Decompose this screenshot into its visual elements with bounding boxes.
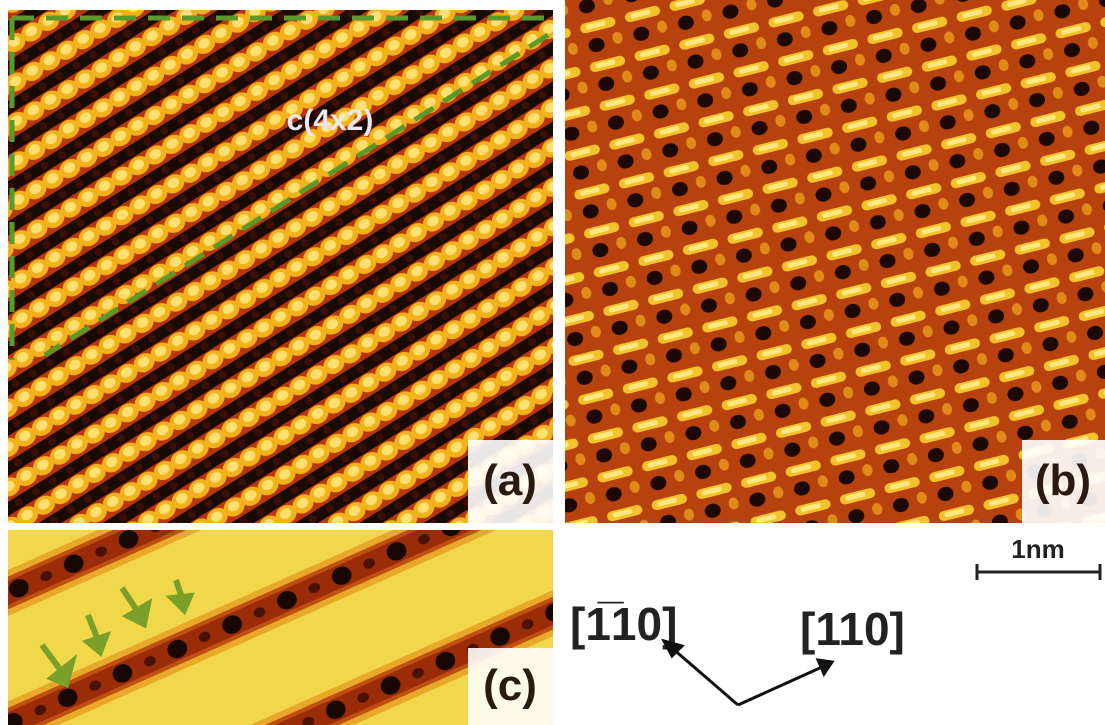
direction-label: [1̅10] (570, 598, 677, 650)
panel-label: (c) (483, 661, 537, 710)
direction-label: [110] (800, 603, 905, 655)
panel-label: (b) (1035, 456, 1091, 505)
page: {"figure": { "annotation": "c(4x2)", "pa… (0, 0, 1105, 725)
annotation: c(4x2) (287, 104, 374, 137)
figure: c(4x2) (a) (b) (c) 1nm [1̅10] [110] (0, 0, 1105, 725)
scale-bar (977, 564, 1100, 580)
panel-label: (a) (483, 456, 537, 505)
scale-label: 1nm (1011, 534, 1064, 564)
